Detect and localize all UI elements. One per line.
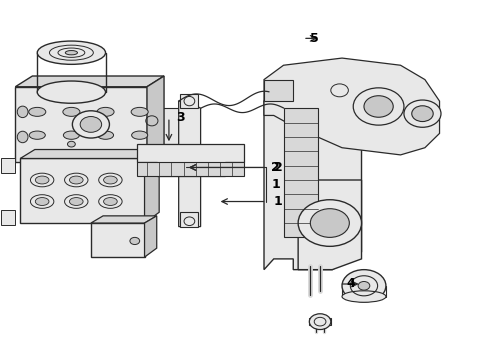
Circle shape <box>80 117 102 132</box>
Text: 4: 4 <box>346 278 355 291</box>
Ellipse shape <box>29 107 46 116</box>
Polygon shape <box>144 216 157 257</box>
Polygon shape <box>144 149 159 223</box>
Text: 3: 3 <box>176 111 184 124</box>
Polygon shape <box>264 58 439 155</box>
Ellipse shape <box>30 173 54 187</box>
Ellipse shape <box>131 131 147 139</box>
Ellipse shape <box>63 131 79 139</box>
Polygon shape <box>309 318 330 325</box>
Polygon shape <box>15 87 147 162</box>
Polygon shape <box>180 94 198 108</box>
Ellipse shape <box>103 176 117 184</box>
Text: 2: 2 <box>273 161 282 174</box>
Polygon shape <box>137 162 244 176</box>
Polygon shape <box>264 90 361 270</box>
Polygon shape <box>0 158 15 173</box>
Ellipse shape <box>65 50 77 55</box>
Polygon shape <box>0 211 15 225</box>
Text: 5: 5 <box>310 32 319 45</box>
Polygon shape <box>20 158 144 223</box>
Polygon shape <box>298 180 361 270</box>
Ellipse shape <box>69 176 83 184</box>
Polygon shape <box>283 108 317 237</box>
Circle shape <box>363 96 392 117</box>
Circle shape <box>403 100 440 127</box>
Ellipse shape <box>99 195 122 208</box>
Ellipse shape <box>99 173 122 187</box>
Polygon shape <box>91 216 157 223</box>
Ellipse shape <box>17 131 28 143</box>
Ellipse shape <box>64 195 88 208</box>
Text: 1: 1 <box>271 178 280 191</box>
Ellipse shape <box>29 131 45 139</box>
Circle shape <box>67 141 75 147</box>
Ellipse shape <box>69 198 83 206</box>
Ellipse shape <box>17 106 28 118</box>
Polygon shape <box>91 223 144 257</box>
Ellipse shape <box>103 198 117 206</box>
Polygon shape <box>264 80 293 101</box>
Polygon shape <box>137 144 244 176</box>
Circle shape <box>130 237 140 244</box>
Ellipse shape <box>37 81 105 103</box>
Ellipse shape <box>63 107 80 116</box>
Circle shape <box>298 200 361 246</box>
Circle shape <box>411 106 432 122</box>
Ellipse shape <box>30 195 54 208</box>
Ellipse shape <box>131 107 148 116</box>
Circle shape <box>357 282 369 290</box>
Polygon shape <box>20 149 159 158</box>
Ellipse shape <box>35 176 49 184</box>
Circle shape <box>310 209 348 237</box>
Circle shape <box>352 88 403 125</box>
Text: 1: 1 <box>273 195 282 208</box>
Circle shape <box>309 314 330 329</box>
Circle shape <box>72 111 109 138</box>
Polygon shape <box>137 108 181 162</box>
Ellipse shape <box>37 41 105 64</box>
Ellipse shape <box>97 107 114 116</box>
Polygon shape <box>147 76 163 162</box>
Ellipse shape <box>35 198 49 206</box>
Ellipse shape <box>64 173 88 187</box>
Polygon shape <box>180 212 198 226</box>
Polygon shape <box>15 76 163 87</box>
Text: 2: 2 <box>271 161 280 174</box>
Ellipse shape <box>97 131 113 139</box>
Ellipse shape <box>341 291 385 302</box>
Circle shape <box>341 270 385 302</box>
Polygon shape <box>178 101 200 226</box>
